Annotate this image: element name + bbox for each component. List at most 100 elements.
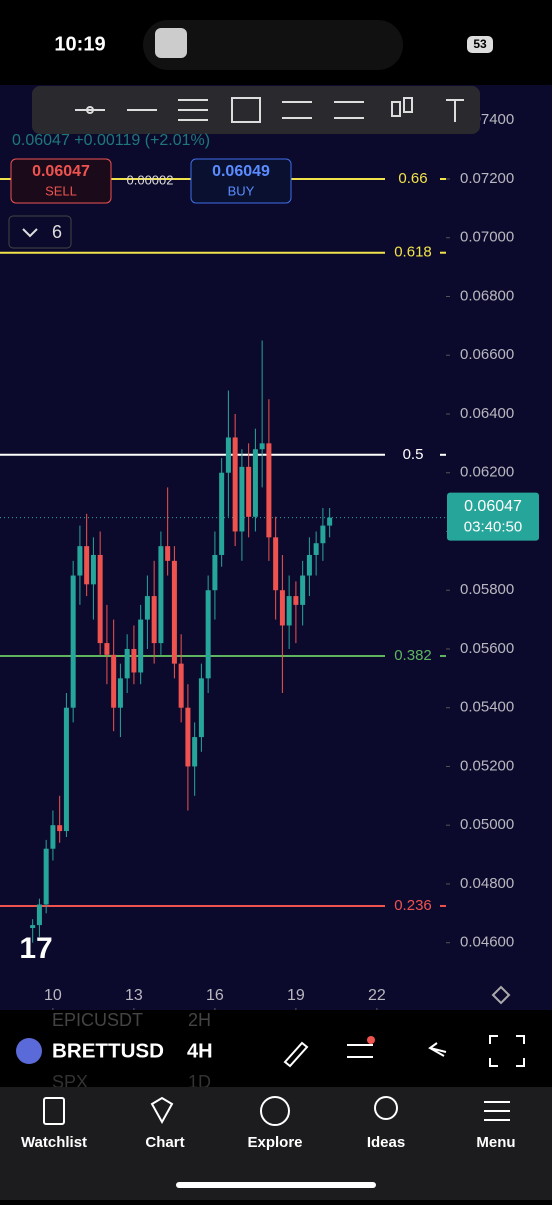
change-line: 0.06047 +0.00119 (+2.01%)	[12, 132, 210, 149]
nav-bar	[0, 1087, 552, 1200]
candle-body	[252, 449, 258, 517]
nav-item[interactable]: Menu	[476, 1134, 515, 1151]
candle-body	[225, 437, 231, 473]
y-tick-label: 0.05200	[460, 757, 514, 774]
candle-body	[104, 643, 110, 655]
alert-dot	[367, 1036, 375, 1044]
candle-body	[313, 543, 319, 555]
y-tick-label: 0.05400	[460, 699, 514, 716]
indicator-toggle[interactable]	[8, 215, 72, 249]
dynamic-island	[143, 20, 403, 70]
nav-item[interactable]: Watchlist	[21, 1134, 87, 1151]
nav-icons	[43, 1096, 510, 1126]
candle-body	[266, 443, 272, 538]
candle-body	[198, 678, 204, 738]
indicator-count: 6	[52, 222, 62, 242]
candle-body	[171, 560, 177, 664]
fib-label: 0.5	[403, 446, 424, 463]
y-tick-label: 0.06600	[460, 346, 514, 363]
candle-body	[70, 575, 76, 708]
sell-label: SELL	[45, 183, 77, 198]
candle-body	[273, 537, 279, 591]
battery	[467, 36, 493, 53]
y-tick-label: 0.05000	[460, 816, 514, 833]
settings-icon[interactable]	[491, 985, 511, 1005]
candle-body	[246, 466, 252, 517]
price-tag-label: 0.06047	[464, 498, 522, 515]
fib-label: 0.618	[394, 244, 432, 261]
candle-body	[36, 904, 42, 926]
candle-body	[293, 596, 299, 605]
chevron	[22, 228, 38, 238]
interval[interactable]: 4H	[187, 1040, 213, 1062]
clock: 10:19	[54, 33, 105, 55]
bar-icons	[283, 1035, 525, 1068]
x-tick-label: 13	[125, 987, 143, 1004]
y-tick-label: 0.04800	[460, 875, 514, 892]
candle-body	[185, 707, 191, 767]
candle-body	[151, 596, 157, 644]
ghost-symbol: SPX	[52, 1072, 88, 1092]
symbol-icon	[16, 1038, 42, 1064]
buy-label: BUY	[228, 183, 255, 198]
candle-body	[124, 648, 130, 679]
candle-body	[306, 554, 312, 576]
sell-price: 0.06047	[32, 163, 90, 180]
nav-item[interactable]: Explore	[247, 1134, 302, 1151]
candle-body	[144, 596, 150, 620]
y-tick-label: 0.04600	[460, 934, 514, 951]
candle-body	[84, 546, 90, 585]
candle-body	[43, 848, 49, 905]
buy-button[interactable]	[190, 158, 292, 204]
sell-button[interactable]	[10, 158, 112, 204]
fib-label: 0.66	[398, 170, 427, 187]
buy-price: 0.06049	[212, 163, 270, 180]
candle-body	[205, 590, 211, 679]
y-tick-label: 0.06800	[460, 287, 514, 304]
nav-item[interactable]: Chart	[145, 1134, 184, 1151]
home-indicator	[176, 1182, 376, 1188]
candle-body	[232, 437, 238, 532]
candle-body	[117, 678, 123, 708]
fib-label: 0.382	[394, 647, 432, 664]
app-thumb	[155, 28, 187, 58]
symbol[interactable]: BRETTUSD	[52, 1040, 164, 1062]
candle-body	[239, 466, 245, 532]
candle-body	[30, 925, 36, 929]
candle-body	[327, 517, 333, 526]
candle-body	[192, 737, 198, 767]
y-tick-label: 0.07200	[460, 170, 514, 187]
tv-logo: 17	[19, 932, 52, 965]
y-tick-label: 0.06400	[460, 405, 514, 422]
y-tick-label: 0.07000	[460, 229, 514, 246]
candle-body	[90, 554, 96, 585]
candle-body	[158, 546, 164, 644]
candle-body	[111, 654, 117, 708]
y-tick-label: 0.05600	[460, 640, 514, 657]
drawing-toolbar	[32, 86, 480, 134]
candle-body	[286, 596, 292, 626]
ghost-interval: 2H	[188, 1010, 211, 1030]
candle-body	[138, 619, 144, 673]
candle-body	[57, 825, 63, 832]
candle-body	[219, 472, 225, 555]
countdown: 03:40:50	[464, 519, 522, 536]
candle-body	[259, 443, 265, 450]
price-tag	[447, 492, 539, 541]
y-tick-label: 0.06200	[460, 464, 514, 481]
ghost-symbol: EPICUSDT	[52, 1010, 143, 1030]
fib-label: 0.236	[394, 897, 432, 914]
x-tick-label: 16	[206, 987, 224, 1004]
battery-level: 53	[473, 37, 487, 51]
x-tick-label: 10	[44, 987, 62, 1004]
candle-body	[131, 648, 137, 673]
candle-body	[300, 575, 306, 605]
candle-body	[50, 825, 56, 849]
nav-item[interactable]: Ideas	[367, 1134, 405, 1151]
ghost-interval: 1D	[188, 1072, 211, 1092]
x-tick-label: 22	[368, 987, 386, 1004]
candle-body	[97, 554, 103, 644]
x-tick-label: 19	[287, 987, 305, 1004]
